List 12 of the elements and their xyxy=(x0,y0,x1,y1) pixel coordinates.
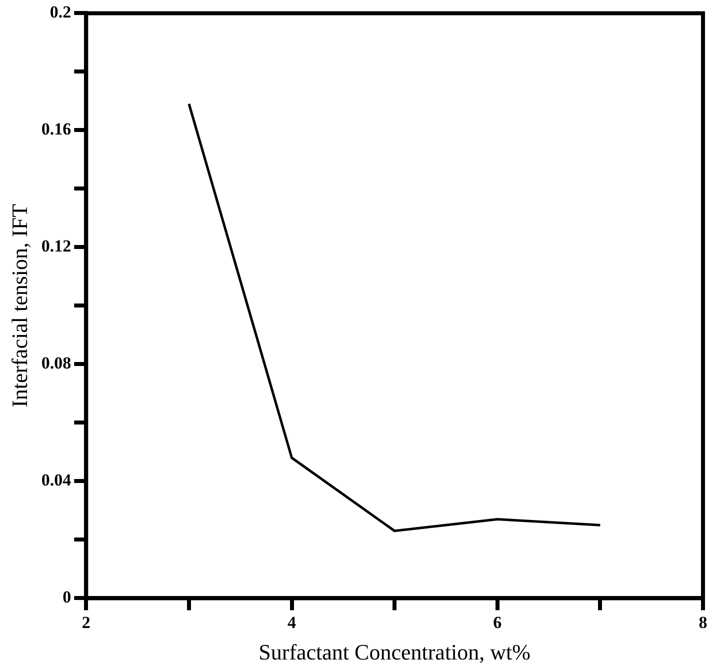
y-tick-label: 0.04 xyxy=(41,470,72,490)
y-tick-label: 0.12 xyxy=(41,236,72,256)
y-tick-label: 0.16 xyxy=(41,120,72,139)
y-tick-label: 0 xyxy=(62,588,72,607)
x-tick-label: 4 xyxy=(288,612,297,632)
x-tick-label: 8 xyxy=(698,612,708,632)
y-tick-label: 0.08 xyxy=(41,354,72,373)
x-tick-label: 6 xyxy=(493,612,502,632)
y-tick-label: 0.2 xyxy=(50,2,72,22)
y-axis-title: Interfacial tension, IFT xyxy=(6,203,32,408)
x-tick-label: 2 xyxy=(82,612,90,632)
x-axis-title: Surfactant Concentration, wt% xyxy=(258,640,531,665)
